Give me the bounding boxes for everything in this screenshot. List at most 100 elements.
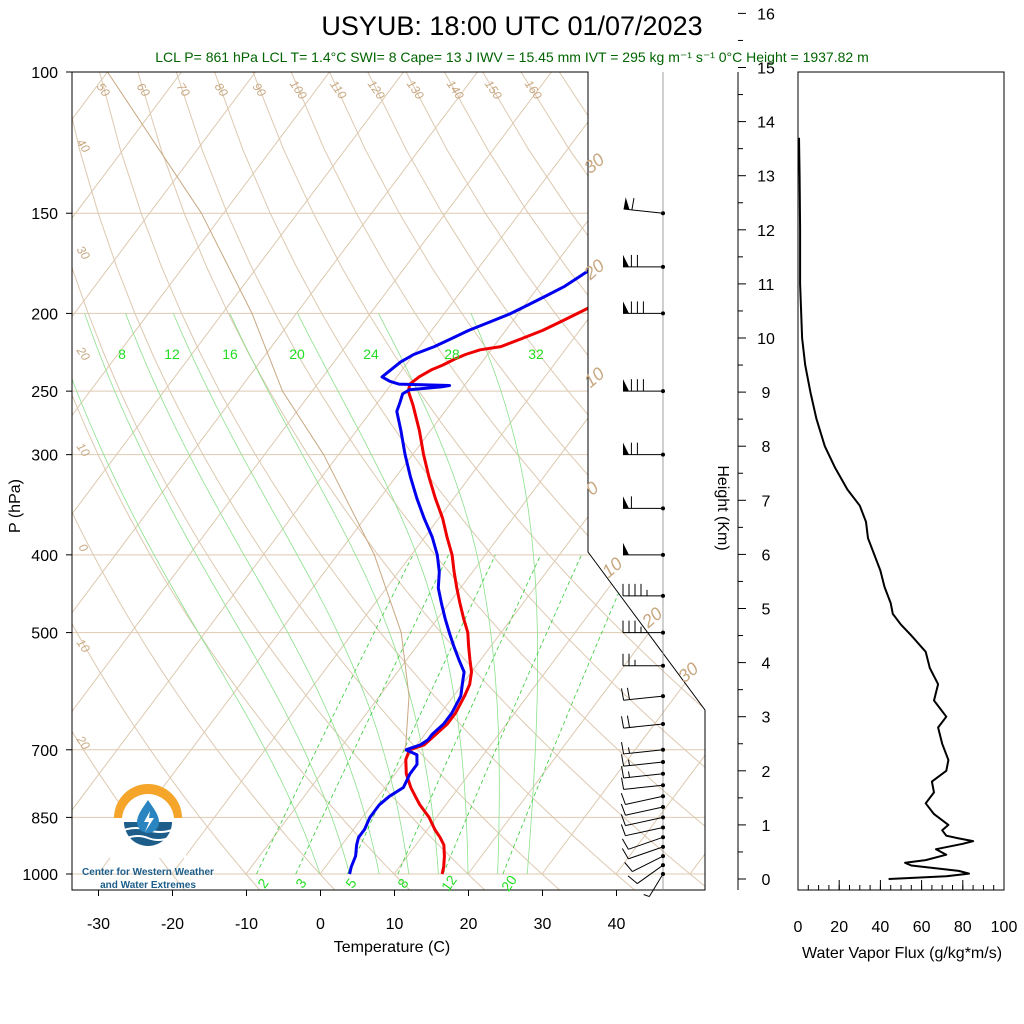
dewpoint-profile	[348, 211, 669, 875]
logo-bolt-icon	[144, 811, 154, 832]
moist-adiabat	[84, 313, 350, 875]
isotherm	[97, 72, 700, 875]
dry-adiabat-label: 90	[250, 80, 269, 99]
isotherm-label-right: 10	[598, 553, 626, 581]
dry-adiabat-label: 100	[287, 77, 310, 102]
x-tick-label: 0	[316, 916, 325, 933]
wind-barb	[620, 824, 665, 837]
y-tick-label: 250	[31, 384, 58, 401]
mixing-ratio-label: 12	[164, 346, 180, 362]
mixing-ratio-label: 16	[222, 346, 238, 362]
isotherm-label-right: 30	[674, 658, 702, 686]
height-tick-label: 13	[757, 169, 775, 186]
flux-x-axis-label: Water Vapor Flux (g/kg*m/s)	[802, 945, 1002, 962]
dry-adiabat-label: 150	[482, 77, 505, 102]
isotherm-label-right: 30	[580, 149, 608, 177]
mixing-ratio-label: 24	[363, 346, 379, 362]
dry-adiabat	[72, 72, 261, 890]
isotherm	[541, 72, 705, 875]
x-tick-label: 30	[534, 916, 552, 933]
dry-adiabat	[751, 72, 1024, 891]
wind-barbs	[620, 72, 665, 898]
y-tick-label: 500	[31, 626, 58, 643]
isotherm-label-left: 20	[73, 732, 93, 752]
isotherm-label-left: 0	[76, 541, 91, 555]
mixing-ratio-label: 28	[444, 346, 460, 362]
height-tick-label: 2	[762, 764, 771, 781]
mixing-ratio-line	[502, 554, 636, 875]
height-tick-label: 5	[762, 602, 771, 619]
flux-y-axis-label: Height (Km)	[714, 465, 731, 550]
height-tick-label: 12	[757, 223, 775, 240]
height-tick-label: 0	[762, 872, 771, 889]
moist-adiabat	[172, 313, 410, 875]
dry-adiabat	[175, 72, 705, 890]
wind-barb	[620, 803, 665, 816]
wind-barb	[623, 301, 665, 316]
y-tick-label: 1000	[22, 867, 58, 884]
dry-adiabat-label: 130	[404, 77, 427, 102]
dry-adiabat	[367, 72, 705, 890]
height-tick-label: 14	[757, 115, 775, 132]
mixing-ratio-bottom-label: 5	[342, 875, 360, 891]
y-axis-label: P (hPa)	[7, 479, 24, 533]
dry-adiabat-label: 140	[444, 77, 467, 102]
isotherm	[393, 72, 705, 875]
wind-barb	[623, 197, 665, 216]
height-tick-label: 9	[762, 385, 771, 402]
logo-line2: and Water Extremes	[100, 880, 196, 891]
mixing-ratio-bottom-label: 2	[254, 875, 272, 891]
isotherm	[615, 72, 705, 875]
wind-barb	[623, 254, 665, 269]
wind-barb	[623, 542, 665, 557]
x-tick-label: -10	[235, 916, 258, 933]
dry-adiabat-label: 160	[522, 77, 545, 102]
isotherm-label-right: 20	[579, 255, 608, 284]
mixing-ratio-line	[442, 554, 582, 875]
cw3e-logo: Center for Western Weather and Water Ext…	[82, 784, 214, 891]
mixing-ratio-label: 20	[289, 346, 305, 362]
x-tick-label: 20	[460, 916, 478, 933]
dry-adiabat	[72, 72, 412, 890]
isotherm-label-left: 30	[74, 243, 93, 262]
x-tick-label: -20	[161, 916, 184, 933]
height-tick-label: 10	[757, 331, 775, 348]
wind-barb	[621, 835, 665, 850]
wind-barb	[621, 742, 665, 755]
isotherm	[72, 72, 404, 875]
dry-adiabat	[635, 72, 705, 890]
moist-adiabat	[470, 313, 538, 875]
dry-adiabat-label: 60	[134, 80, 153, 99]
dry-adiabat	[72, 72, 337, 890]
mixing-ratio-line	[347, 554, 496, 875]
dry-adiabat	[99, 72, 637, 890]
isotherm	[467, 72, 705, 875]
height-tick-label: 4	[762, 656, 771, 673]
wind-barb	[622, 653, 665, 668]
wind-barb	[621, 687, 665, 701]
isotherm-label-right: 20	[637, 603, 666, 632]
dry-adiabat	[482, 72, 705, 890]
isotherm-label-right: 10	[580, 363, 608, 391]
wind-barb	[620, 793, 665, 805]
height-tick-label: 16	[757, 6, 775, 23]
mixing-ratio-bottom-label: 20	[498, 872, 520, 894]
wind-barb	[621, 754, 665, 767]
dry-adiabat-label: 50	[94, 80, 113, 99]
dry-adiabat	[137, 72, 705, 890]
skewt-series	[107, 72, 705, 875]
isotherm	[72, 72, 182, 875]
flux-x-tick-label: 0	[794, 919, 803, 936]
dry-adiabat	[214, 72, 705, 890]
dry-adiabat	[597, 72, 705, 890]
dry-adiabat-label: 80	[212, 80, 231, 99]
x-tick-label: 10	[386, 916, 404, 933]
height-tick-label: 8	[762, 439, 771, 456]
wind-barb	[622, 583, 665, 598]
isotherm	[245, 72, 705, 875]
isotherm-label-left: 10	[74, 440, 93, 459]
height-tick-label: 11	[758, 277, 775, 294]
height-tick-label: 3	[762, 710, 771, 727]
y-tick-label: 700	[31, 743, 58, 760]
